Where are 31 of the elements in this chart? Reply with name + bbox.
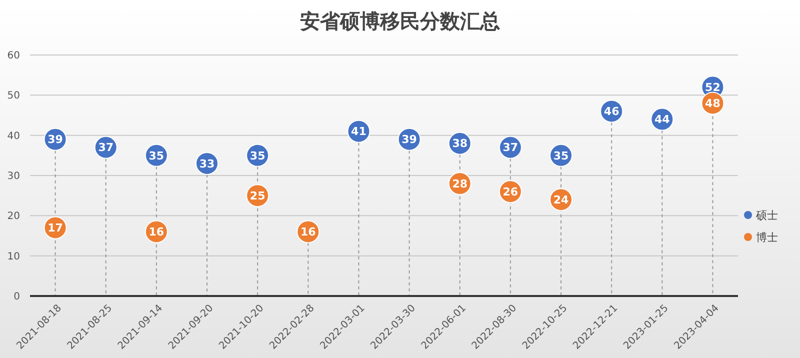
data-label: 52 (705, 80, 720, 94)
data-label: 37 (98, 141, 114, 154)
y-tick-label: 10 (7, 251, 20, 262)
data-label: 38 (452, 137, 468, 150)
legend-label: 硕士 (755, 208, 778, 222)
data-label: 26 (502, 185, 518, 198)
y-tick-label: 50 (7, 90, 20, 102)
data-label: 16 (300, 226, 316, 239)
chart-title: 安省硕博移民分数汇总 (300, 9, 500, 33)
data-label: 16 (148, 226, 164, 239)
legend-label: 博士 (756, 230, 778, 244)
data-label: 35 (553, 149, 569, 162)
data-label: 17 (48, 222, 63, 235)
data-label: 39 (402, 133, 417, 146)
y-tick-label: 0 (14, 292, 20, 302)
data-label: 24 (553, 193, 569, 206)
data-label: 28 (452, 177, 468, 190)
data-label: 33 (199, 157, 215, 170)
data-label: 48 (705, 97, 720, 110)
data-label: 46 (604, 105, 620, 118)
y-tick-label: 20 (7, 211, 20, 222)
y-tick-label: 60 (7, 50, 20, 62)
data-label: 35 (250, 149, 266, 162)
data-label: 39 (48, 133, 63, 146)
data-label: 35 (148, 149, 164, 162)
y-tick-label: 30 (7, 171, 20, 182)
data-label: 44 (654, 113, 670, 126)
y-tick-label: 40 (7, 130, 20, 142)
data-label: 25 (250, 189, 266, 202)
data-label: 37 (502, 141, 518, 154)
data-label: 41 (351, 125, 366, 138)
